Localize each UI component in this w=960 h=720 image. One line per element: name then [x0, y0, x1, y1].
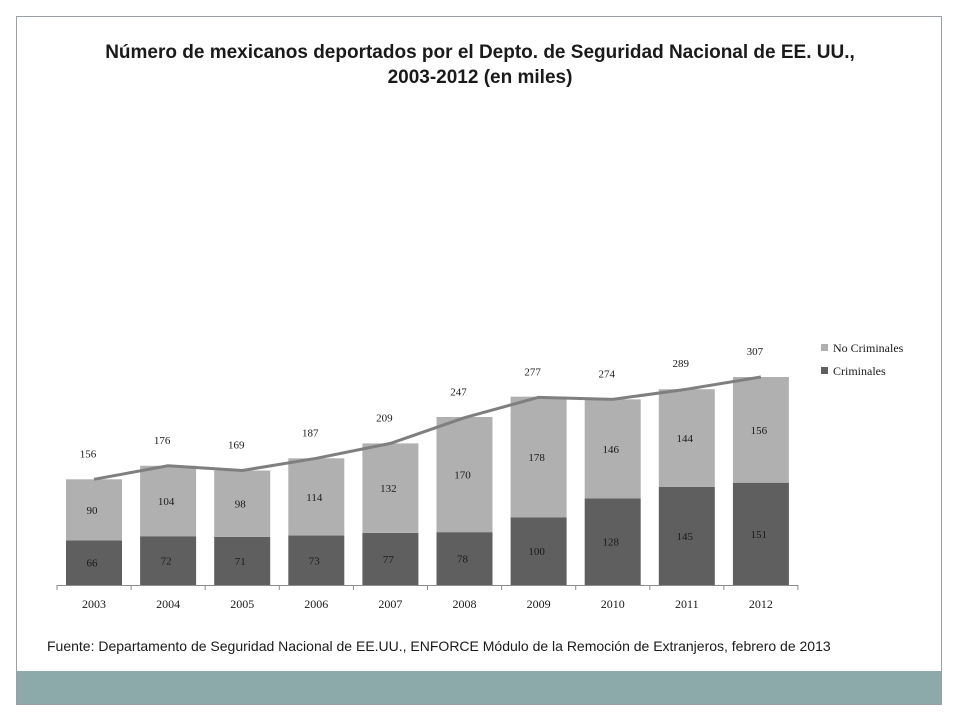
bar-no-criminales-2006 — [288, 458, 345, 536]
data-label-total-2009: 277 — [524, 366, 541, 378]
bar-criminales-2006 — [288, 535, 345, 585]
bar-no-criminales-2009 — [510, 396, 567, 518]
total-line — [93, 375, 762, 481]
data-label-no-criminales-2009: 178 — [528, 452, 545, 464]
chart-title-line-1: Número de mexicanos deportados por el De… — [105, 42, 855, 63]
data-label-criminales-2012: 151 — [751, 529, 768, 541]
x-tick-label-2003: 2003 — [82, 597, 106, 611]
bar-no-criminales-2008 — [436, 416, 493, 533]
x-tick-label-2007: 2007 — [378, 597, 402, 611]
bar-no-criminales-2003 — [66, 479, 122, 541]
bar-no-criminales-2004 — [140, 465, 197, 537]
bar-no-criminales-2012 — [732, 377, 789, 483]
data-label-criminales-2003: 66 — [87, 558, 99, 570]
footer-band — [17, 671, 941, 704]
bar-criminales-2009 — [510, 517, 567, 585]
x-tick-label-2006: 2006 — [304, 597, 328, 611]
x-tick-label-2011: 2011 — [675, 597, 699, 611]
legend: No Criminales Criminales — [821, 341, 904, 378]
x-tick-label-2008: 2008 — [453, 597, 477, 611]
bar-criminales-2012 — [732, 482, 789, 585]
data-label-total-2012: 307 — [747, 346, 764, 358]
data-label-no-criminales-2011: 144 — [677, 433, 694, 445]
bar-no-criminales-2011 — [658, 389, 715, 487]
data-label-total-2007: 209 — [376, 412, 393, 424]
bar-criminales-2005 — [214, 536, 271, 585]
data-label-criminales-2011: 145 — [677, 531, 694, 543]
x-tick-label-2009: 2009 — [527, 597, 551, 611]
data-labels-layer: 66 90 156 72 104 176 71 98 169 73 114 187 77 132 209 78… — [80, 346, 768, 570]
data-label-no-criminales-2012: 156 — [751, 425, 768, 437]
data-label-total-2003: 156 — [80, 448, 97, 460]
bar-no-criminales-2005 — [214, 470, 271, 537]
data-label-total-2005: 169 — [228, 440, 245, 452]
data-label-criminales-2006: 73 — [309, 555, 321, 567]
data-label-total-2011: 289 — [673, 358, 690, 370]
x-tick-label-2010: 2010 — [601, 597, 625, 611]
data-label-no-criminales-2005: 98 — [235, 499, 247, 511]
x-tick-label-2012: 2012 — [749, 597, 773, 611]
data-label-total-2008: 247 — [450, 387, 467, 399]
data-label-no-criminales-2006: 114 — [306, 492, 323, 504]
legend-swatch-criminales — [821, 367, 828, 374]
data-label-no-criminales-2007: 132 — [380, 483, 397, 495]
data-label-no-criminales-2003: 90 — [87, 505, 99, 517]
source-note: Fuente: Departamento de Seguridad Nacion… — [47, 638, 831, 654]
legend-label-no-criminales: No Criminales — [833, 341, 904, 355]
bar-criminales-2008 — [436, 532, 493, 585]
data-label-criminales-2008: 78 — [457, 554, 469, 566]
data-label-no-criminales-2004: 104 — [158, 496, 175, 508]
bar-no-criminales-2007 — [362, 443, 419, 533]
data-label-total-2010: 274 — [598, 368, 615, 380]
x-tick-label-2004: 2004 — [156, 597, 180, 611]
data-label-criminales-2010: 128 — [602, 537, 619, 549]
legend-swatch-no-criminales — [821, 344, 828, 351]
data-label-no-criminales-2010: 146 — [602, 444, 619, 456]
slide-frame — [16, 16, 942, 705]
data-label-no-criminales-2008: 170 — [454, 470, 471, 482]
bar-criminales-2011 — [658, 486, 715, 585]
data-label-criminales-2009: 100 — [528, 546, 545, 558]
bars-layer — [66, 377, 789, 585]
bar-criminales-2004 — [140, 536, 197, 585]
bar-no-criminales-2010 — [584, 399, 641, 499]
bar-criminales-2003 — [66, 540, 122, 585]
bar-criminales-2010 — [584, 498, 641, 585]
x-tick-label-2005: 2005 — [230, 597, 254, 611]
data-label-criminales-2005: 71 — [235, 556, 246, 568]
legend-label-criminales: Criminales — [833, 364, 886, 378]
data-label-total-2004: 176 — [154, 435, 171, 447]
data-label-criminales-2004: 72 — [161, 556, 172, 568]
x-axis-ticks: 2003 2004 2005 2006 2007 2008 2009 2010 2011 2012 — [56, 585, 799, 611]
chart-title-line-2: 2003-2012 (en miles) — [387, 67, 573, 88]
data-label-criminales-2007: 77 — [383, 554, 395, 566]
chart-title: Número de mexicanos deportados por el De… — [20, 40, 940, 90]
data-label-total-2006: 187 — [302, 427, 319, 439]
bar-criminales-2007 — [362, 532, 419, 585]
total-line-layer — [93, 375, 762, 481]
